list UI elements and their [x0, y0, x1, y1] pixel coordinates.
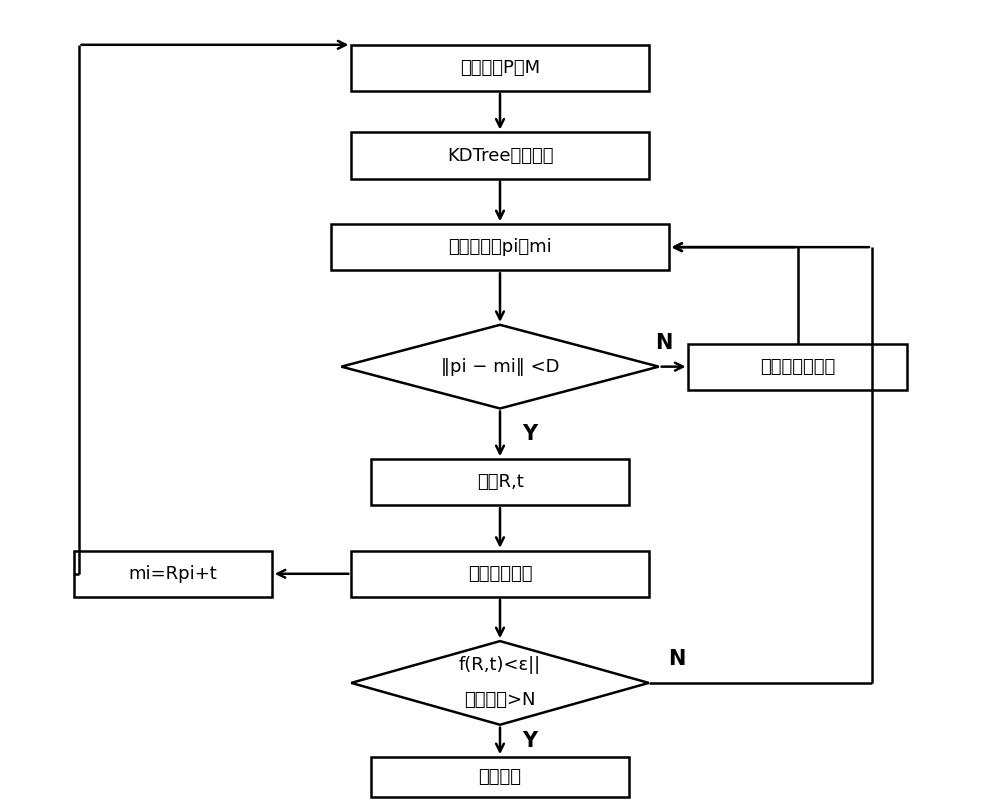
Polygon shape [341, 325, 659, 408]
Text: 配准对应点对: 配准对应点对 [468, 565, 532, 583]
Text: 结束循环: 结束循环 [479, 768, 522, 786]
Text: Y: Y [522, 731, 537, 751]
Text: KDTree遍历搜索: KDTree遍历搜索 [447, 147, 553, 164]
Text: N: N [668, 649, 685, 669]
FancyBboxPatch shape [351, 45, 649, 91]
Text: N: N [655, 332, 672, 353]
Text: ‖pi − mi‖ <D: ‖pi − mi‖ <D [441, 357, 559, 376]
FancyBboxPatch shape [688, 344, 907, 390]
Text: 迭代次数>N: 迭代次数>N [464, 691, 536, 709]
Text: 找到对应点pi和mi: 找到对应点pi和mi [448, 238, 552, 256]
FancyBboxPatch shape [74, 551, 272, 597]
Text: 删除误匹配点对: 删除误匹配点对 [760, 357, 835, 376]
Text: 求解R,t: 求解R,t [477, 473, 523, 491]
FancyBboxPatch shape [351, 551, 649, 597]
Text: f(R,t)<ε||: f(R,t)<ε|| [459, 656, 541, 675]
Polygon shape [351, 641, 649, 725]
Text: mi=Rpi+t: mi=Rpi+t [128, 565, 217, 583]
Text: Y: Y [522, 423, 537, 444]
FancyBboxPatch shape [371, 459, 629, 506]
FancyBboxPatch shape [371, 757, 629, 797]
FancyBboxPatch shape [331, 224, 669, 270]
Text: 读入点集P和M: 读入点集P和M [460, 59, 540, 77]
FancyBboxPatch shape [351, 133, 649, 179]
